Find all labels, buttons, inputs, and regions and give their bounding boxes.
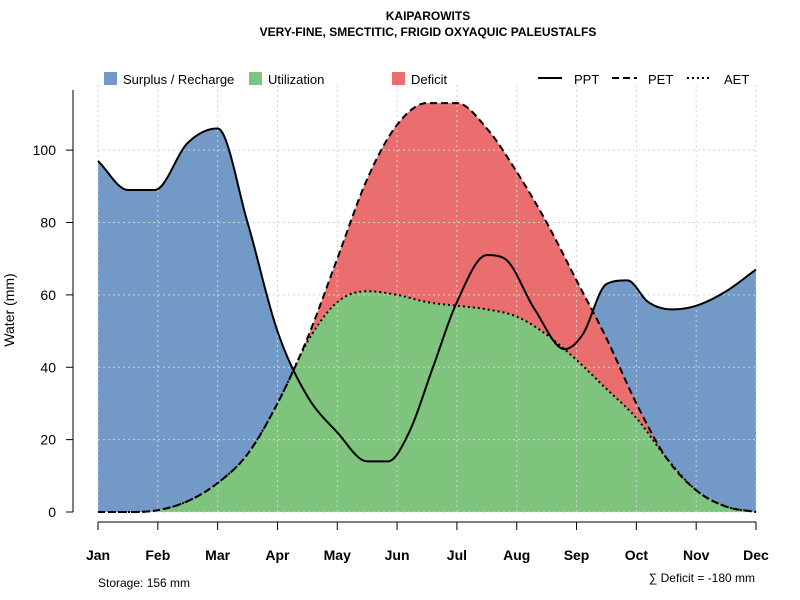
legend: Surplus / Recharge Utilization Deficit P… bbox=[104, 72, 749, 87]
deficit-area bbox=[98, 103, 756, 512]
x-tick-label: Oct bbox=[625, 547, 649, 563]
storage-note: Storage: 156 mm bbox=[98, 576, 190, 590]
legend-label-ppt: PPT bbox=[574, 72, 599, 87]
x-tick-label: Feb bbox=[145, 547, 170, 563]
y-tick-label: 0 bbox=[48, 504, 56, 520]
deficit-note: ∑ Deficit = -180 mm bbox=[649, 571, 755, 585]
y-tick-label: 100 bbox=[33, 142, 57, 158]
x-tick-label: Jul bbox=[447, 547, 467, 563]
utilization-area bbox=[98, 291, 756, 512]
y-tick-label: 40 bbox=[40, 359, 56, 375]
x-tick-label: Aug bbox=[503, 547, 530, 563]
y-tick-label: 20 bbox=[40, 432, 56, 448]
legend-swatch-deficit bbox=[392, 72, 405, 85]
y-tick-label: 80 bbox=[40, 215, 56, 231]
y-tick-label: 60 bbox=[40, 287, 56, 303]
legend-label-pet: PET bbox=[648, 72, 673, 87]
x-tick-label: Mar bbox=[205, 547, 230, 563]
chart-title: KAIPAROWITS bbox=[386, 9, 470, 23]
legend-swatch-utilization bbox=[249, 72, 262, 85]
legend-swatch-surplus bbox=[104, 72, 117, 85]
x-tick-label: May bbox=[324, 547, 351, 563]
legend-label-surplus: Surplus / Recharge bbox=[123, 72, 234, 87]
series-line-pet bbox=[98, 102, 757, 513]
legend-label-deficit: Deficit bbox=[411, 72, 448, 87]
x-tick-label: Jun bbox=[385, 547, 410, 563]
chart-subtitle: VERY-FINE, SMECTITIC, FRIGID OXYAQUIC PA… bbox=[260, 25, 597, 39]
legend-label-utilization: Utilization bbox=[268, 72, 324, 87]
series-line-ppt bbox=[97, 127, 757, 463]
x-tick-label: Jan bbox=[86, 547, 110, 563]
x-tick-label: Sep bbox=[564, 547, 590, 563]
y-axis: 0 20 40 60 80 100 bbox=[33, 142, 73, 520]
legend-label-aet: AET bbox=[724, 72, 749, 87]
y-axis-label: Water (mm) bbox=[1, 273, 17, 346]
plot-area bbox=[97, 85, 757, 513]
x-tick-label: Dec bbox=[743, 547, 769, 563]
x-axis: Jan Feb Mar Apr May Jun Jul Aug Sep Oct Nov Dec bbox=[86, 522, 769, 563]
x-tick-label: Apr bbox=[265, 547, 290, 563]
x-tick-label: Nov bbox=[683, 547, 710, 563]
